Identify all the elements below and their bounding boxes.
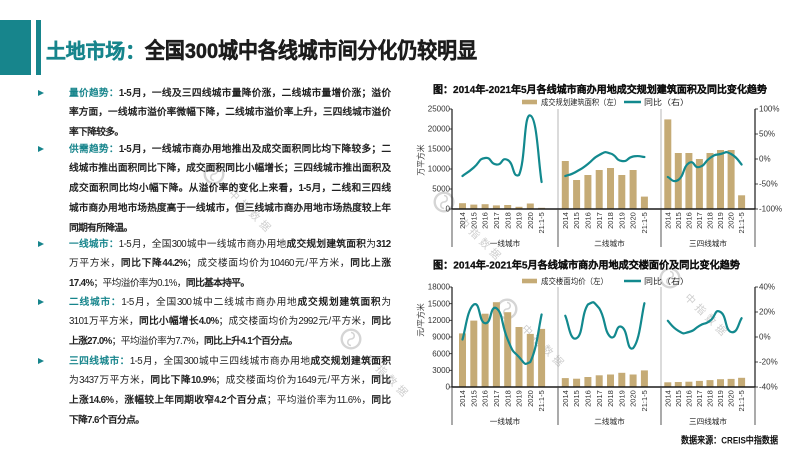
svg-text:三四线城市: 三四线城市 <box>689 416 727 426</box>
svg-text:同比（右）: 同比（右） <box>644 276 689 286</box>
svg-text:-20%: -20% <box>759 358 778 367</box>
svg-text:2016: 2016 <box>584 212 593 229</box>
svg-text:2018: 2018 <box>706 212 715 229</box>
svg-text:2020: 2020 <box>629 390 638 407</box>
svg-text:2020: 2020 <box>727 390 736 407</box>
svg-text:50%: 50% <box>759 130 775 139</box>
svg-text:2016: 2016 <box>481 390 490 407</box>
svg-text:2016: 2016 <box>685 212 694 229</box>
svg-text:2015: 2015 <box>674 212 683 229</box>
svg-text:2015: 2015 <box>572 390 581 407</box>
svg-text:2019: 2019 <box>515 390 524 407</box>
svg-text:21:1-5: 21:1-5 <box>640 212 649 233</box>
svg-text:2014: 2014 <box>663 390 672 407</box>
svg-text:0%: 0% <box>759 155 771 164</box>
svg-text:2014: 2014 <box>561 390 570 407</box>
svg-text:2020: 2020 <box>629 212 638 229</box>
svg-text:2019: 2019 <box>716 212 725 229</box>
svg-text:数据来源：CREIS中指数据: 数据来源：CREIS中指数据 <box>680 435 778 447</box>
svg-text:2019: 2019 <box>716 390 725 407</box>
svg-text:3000: 3000 <box>432 366 450 375</box>
svg-text:0: 0 <box>446 383 451 392</box>
svg-text:2018: 2018 <box>606 212 615 229</box>
svg-text:图：2014年-2021年5月各线城市商办用地成交楼面价及同: 图：2014年-2021年5月各线城市商办用地成交楼面价及同比变化趋势 <box>433 259 741 272</box>
svg-text:10000: 10000 <box>428 165 451 174</box>
svg-text:9000: 9000 <box>432 333 450 342</box>
svg-text:2018: 2018 <box>503 390 512 407</box>
svg-text:5000: 5000 <box>432 185 450 194</box>
svg-text:6000: 6000 <box>432 349 450 358</box>
svg-text:2015: 2015 <box>674 390 683 407</box>
svg-text:2014: 2014 <box>458 390 467 407</box>
svg-text:三四线城市: 三四线城市 <box>689 238 727 248</box>
svg-text:2015: 2015 <box>572 212 581 229</box>
svg-text:2016: 2016 <box>481 212 490 229</box>
svg-text:0: 0 <box>446 205 451 214</box>
svg-text:100%: 100% <box>759 105 779 114</box>
svg-text:2017: 2017 <box>595 212 604 229</box>
svg-text:21:1-5: 21:1-5 <box>737 390 746 411</box>
svg-text:元/平方米: 元/平方米 <box>416 303 426 337</box>
svg-text:12000: 12000 <box>428 316 451 325</box>
svg-text:21:1-5: 21:1-5 <box>537 212 546 233</box>
svg-text:20%: 20% <box>759 308 775 317</box>
svg-text:2020: 2020 <box>526 212 535 229</box>
svg-text:2015: 2015 <box>469 212 478 229</box>
svg-text:2016: 2016 <box>685 390 694 407</box>
svg-text:2019: 2019 <box>617 212 626 229</box>
svg-text:万平方米: 万平方米 <box>416 144 426 175</box>
svg-text:2019: 2019 <box>515 212 524 229</box>
svg-text:2020: 2020 <box>727 212 736 229</box>
svg-text:2019: 2019 <box>617 390 626 407</box>
svg-text:成交楼面均价（左）: 成交楼面均价（左） <box>541 276 608 286</box>
svg-text:-40%: -40% <box>759 383 778 392</box>
svg-text:40%: 40% <box>759 283 775 292</box>
svg-text:20000: 20000 <box>428 125 451 134</box>
svg-text:2014: 2014 <box>561 212 570 229</box>
svg-text:25000: 25000 <box>428 105 451 114</box>
svg-text:同比（右）: 同比（右） <box>644 97 689 107</box>
svg-text:土地市场：全国300城中各线城市间分化仍较明显: 土地市场：全国300城中各线城市间分化仍较明显 <box>46 38 477 63</box>
svg-text:15000: 15000 <box>428 145 451 154</box>
svg-text:2018: 2018 <box>503 212 512 229</box>
svg-text:一线城市: 一线城市 <box>490 238 521 248</box>
svg-text:21:1-5: 21:1-5 <box>737 212 746 233</box>
svg-text:2017: 2017 <box>695 212 704 229</box>
svg-text:21:1-5: 21:1-5 <box>537 390 546 411</box>
svg-text:2016: 2016 <box>584 390 593 407</box>
svg-text:2018: 2018 <box>606 390 615 407</box>
svg-text:2020: 2020 <box>526 390 535 407</box>
svg-text:2017: 2017 <box>695 390 704 407</box>
svg-text:二线城市: 二线城市 <box>594 238 625 248</box>
svg-text:0%: 0% <box>759 333 771 342</box>
svg-text:21:1-5: 21:1-5 <box>640 390 649 411</box>
svg-text:图：2014年-2021年5月各线城市商办用地成交规划建筑面: 图：2014年-2021年5月各线城市商办用地成交规划建筑面积及同比变化趋势 <box>433 83 768 96</box>
svg-text:2014: 2014 <box>458 212 467 229</box>
svg-text:15000: 15000 <box>428 299 451 308</box>
svg-text:一线城市: 一线城市 <box>490 416 521 426</box>
svg-text:2014: 2014 <box>663 212 672 229</box>
svg-text:2017: 2017 <box>595 390 604 407</box>
svg-text:2018: 2018 <box>706 390 715 407</box>
svg-text:2015: 2015 <box>469 390 478 407</box>
svg-text:-100%: -100% <box>759 205 782 214</box>
svg-text:-50%: -50% <box>759 180 778 189</box>
svg-text:2017: 2017 <box>492 390 501 407</box>
svg-text:2017: 2017 <box>492 212 501 229</box>
svg-text:二线城市: 二线城市 <box>594 416 625 426</box>
svg-text:成交规划建筑面积（左）: 成交规划建筑面积（左） <box>541 97 621 107</box>
svg-text:18000: 18000 <box>428 283 451 292</box>
